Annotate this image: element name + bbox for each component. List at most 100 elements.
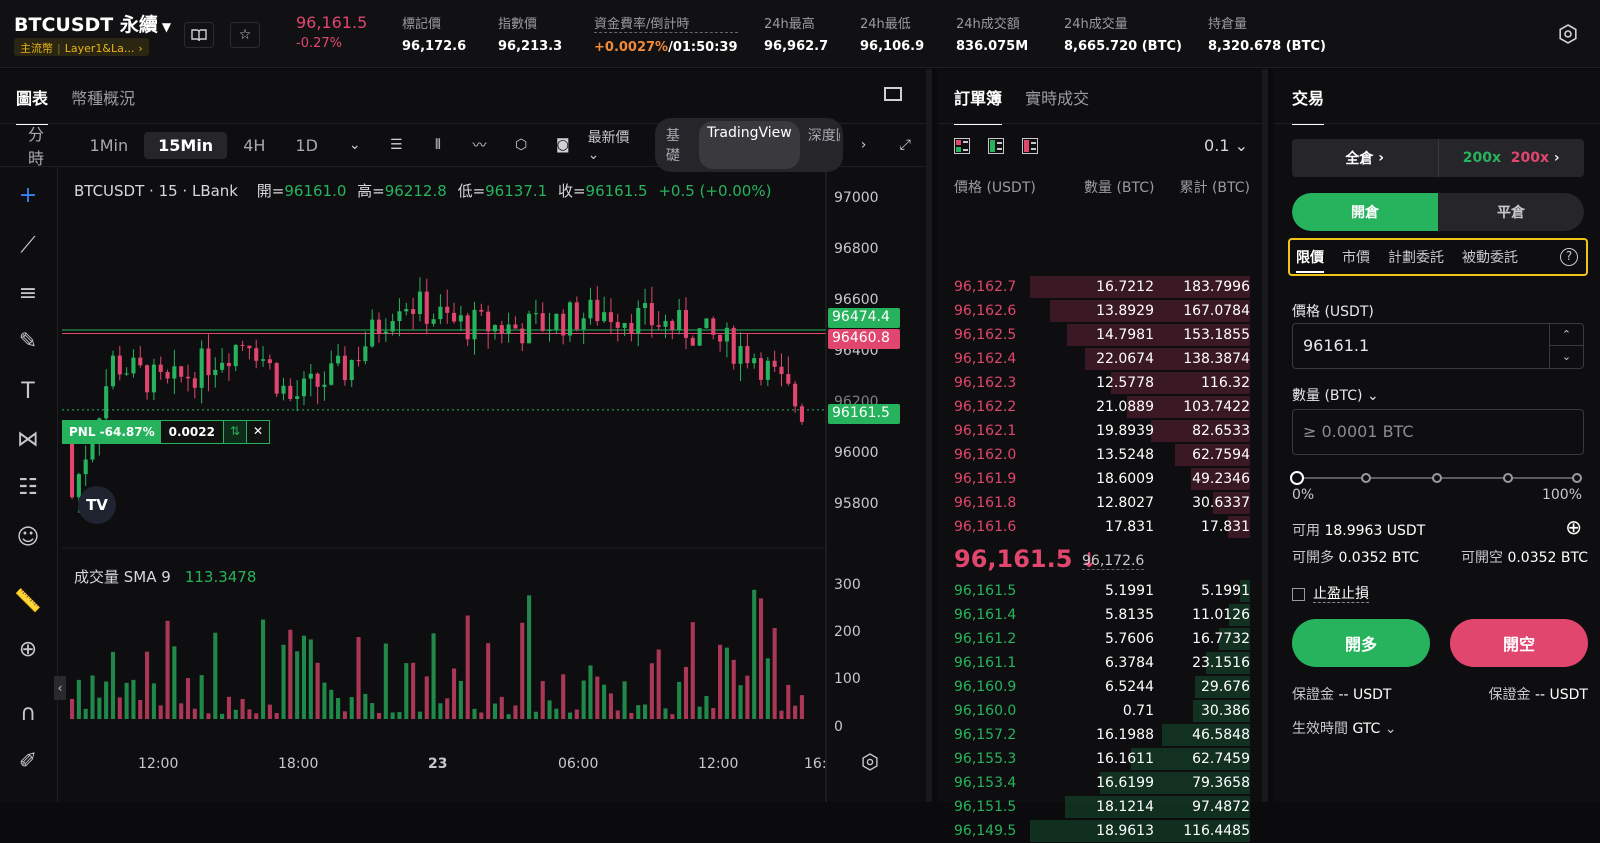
lock-pencil-icon[interactable]: ✐ <box>18 749 38 774</box>
ask-row[interactable]: 96,162.4 22.0674 138.3874 <box>954 347 1250 371</box>
tab-chart[interactable]: 圖表 <box>16 85 49 125</box>
chart-area[interactable]: BTCUSDT · 15 · LBank 開=96161.0 高=96212.8… <box>54 168 906 802</box>
stat-funding[interactable]: 資金費率/倒計時 +0.0027%/01:50:39 <box>594 13 738 55</box>
fib-icon[interactable]: ☷ <box>18 475 38 500</box>
slider-handle[interactable] <box>1290 471 1304 485</box>
price-input[interactable]: 96161.1 ⌃ ⌄ <box>1292 323 1584 369</box>
chevron-down-icon[interactable]: ⌄ <box>1561 350 1572 363</box>
ask-row[interactable]: 96,162.1 19.8939 82.6533 <box>954 419 1250 443</box>
chevron-down-icon[interactable]: ⌄ <box>348 137 361 153</box>
bid-row[interactable]: 96,161.5 5.1991 5.1991 <box>954 579 1250 603</box>
order-type-limit[interactable]: 限價 <box>1296 247 1324 273</box>
emoji-icon[interactable]: ☺ <box>16 525 40 550</box>
camera-icon[interactable]: ◙ <box>555 137 570 153</box>
ask-row[interactable]: 96,162.0 13.5248 62.7594 <box>954 443 1250 467</box>
asks-only-icon[interactable] <box>1022 138 1038 154</box>
leverage-button[interactable]: 200x 200x › <box>1462 150 1560 166</box>
tf-1d[interactable]: 1D <box>295 135 318 155</box>
pattern-icon[interactable]: ⋈ <box>17 427 39 452</box>
open-long-button[interactable]: 開多 <box>1292 619 1430 667</box>
trend-line-icon[interactable]: ⟋ <box>20 233 36 258</box>
checkbox-icon[interactable] <box>1292 587 1305 601</box>
slider-step[interactable] <box>1503 473 1513 483</box>
qty-input[interactable]: ≥ 0.0001 BTC <box>1292 409 1584 455</box>
zoom-in-icon[interactable]: ⊕ <box>18 637 38 662</box>
bid-row[interactable]: 96,161.2 5.7606 16.7732 <box>954 627 1250 651</box>
ask-row[interactable]: 96,161.6 17.831 17.831 <box>954 515 1250 539</box>
bids-only-icon[interactable] <box>988 138 1004 154</box>
close-position-icon[interactable]: ✕ <box>246 421 270 443</box>
ruler-icon[interactable]: 📏 <box>14 589 42 614</box>
ask-row[interactable]: 96,162.2 21.0889 103.7422 <box>954 395 1250 419</box>
tradingview-logo-icon[interactable]: TV <box>78 486 116 524</box>
time-in-force-select[interactable]: 生效時間 GTC ⌄ <box>1292 721 1397 737</box>
price-stepper[interactable]: ⌃ ⌄ <box>1549 324 1583 368</box>
chart-settings-icon[interactable]: ⬡ <box>515 137 528 153</box>
tpsl-checkbox[interactable]: 止盈止損 <box>1292 583 1369 603</box>
bid-row[interactable]: 96,161.4 5.8135 11.0126 <box>954 603 1250 627</box>
ask-row[interactable]: 96,162.6 13.8929 167.0784 <box>954 299 1250 323</box>
tf-4h[interactable]: 4H <box>243 135 266 155</box>
order-type-post-only[interactable]: 被動委託 <box>1462 250 1518 266</box>
caret-down-icon[interactable]: ▼ <box>161 20 172 34</box>
symbol-name[interactable]: BTCUSDT 永續 <box>14 14 158 36</box>
symbol-selector[interactable]: BTCUSDT 永續 ▼ <box>14 10 171 37</box>
view-depth[interactable]: 深度圖 <box>807 128 840 144</box>
bid-row[interactable]: 96,161.1 6.3784 23.1516 <box>954 651 1250 675</box>
symbol-tags[interactable]: 主流幣 | Layer1&La... › <box>14 38 149 56</box>
tab-orderbook[interactable]: 訂單簿 <box>954 85 1003 125</box>
candle-type-icon[interactable]: ⫴ <box>434 137 441 153</box>
add-funds-icon[interactable]: ⊕ <box>1565 515 1582 539</box>
axis-settings-icon[interactable] <box>860 752 880 772</box>
order-type-market[interactable]: 市價 <box>1342 250 1370 266</box>
ask-row[interactable]: 96,162.5 14.7981 153.1855 <box>954 323 1250 347</box>
brush-icon[interactable]: ✎ <box>18 329 38 354</box>
both-sides-icon[interactable] <box>954 138 970 154</box>
tab-recent-trades[interactable]: 實時成交 <box>1025 89 1090 108</box>
tab-coin-overview[interactable]: 幣種概況 <box>71 89 136 108</box>
ask-row[interactable]: 96,162.3 12.5778 116.32 <box>954 371 1250 395</box>
collapse-toolbar-icon[interactable]: ‹ <box>54 676 66 700</box>
chevron-up-icon[interactable]: ⌃ <box>1550 324 1583 346</box>
ask-row[interactable]: 96,161.9 18.6009 49.2346 <box>954 467 1250 491</box>
indicators-icon[interactable]: 〰 <box>472 138 487 154</box>
ask-row[interactable]: 96,161.8 12.8027 30.6337 <box>954 491 1250 515</box>
book-icon[interactable] <box>184 22 214 48</box>
maximize-icon[interactable] <box>884 87 902 101</box>
bid-row[interactable]: 96,155.3 16.1611 62.7459 <box>954 747 1250 771</box>
view-basic[interactable]: 基礎 <box>665 128 680 164</box>
horizontal-lines-icon[interactable]: ≡ <box>18 281 38 306</box>
slider-step[interactable] <box>1432 473 1442 483</box>
open-short-button[interactable]: 開空 <box>1450 619 1588 667</box>
margin-mode-button[interactable]: 全倉 › <box>1292 139 1439 177</box>
bid-row[interactable]: 96,160.9 6.5244 29.676 <box>954 675 1250 699</box>
expand-icon[interactable]: ⤢ <box>899 137 911 153</box>
qty-slider[interactable] <box>1290 471 1582 485</box>
price-type-select[interactable]: 最新價 ⌄ <box>587 130 630 163</box>
ask-row[interactable]: 96,162.7 16.7212 183.7996 <box>954 275 1250 299</box>
tf-1min[interactable]: 1Min <box>89 135 129 155</box>
reverse-icon[interactable]: ⇅ <box>222 421 246 443</box>
bid-row[interactable]: 96,157.2 16.1988 46.5848 <box>954 723 1250 747</box>
crosshair-icon[interactable]: + <box>18 183 38 208</box>
precision-select[interactable]: 0.1 ⌄ <box>1204 136 1248 155</box>
open-tab[interactable]: 開倉 <box>1292 193 1438 231</box>
tf-15min[interactable]: 15Min <box>144 131 228 159</box>
view-tradingview[interactable]: TradingView <box>699 121 800 169</box>
bid-row[interactable]: 96,153.4 16.6199 79.3658 <box>954 771 1250 795</box>
position-line[interactable]: PNL -64.87% 0.0022 ⇅ ✕ <box>62 420 271 444</box>
indicator-settings-icon[interactable]: ☰ <box>390 137 403 153</box>
magnet-icon[interactable]: ∩ <box>19 701 37 726</box>
bid-row[interactable]: 96,149.5 18.9613 116.4485 <box>954 819 1250 843</box>
bid-row[interactable]: 96,151.5 18.1214 97.4872 <box>954 795 1250 819</box>
chevron-right-icon[interactable]: › <box>860 137 867 153</box>
close-tab[interactable]: 平倉 <box>1438 193 1584 231</box>
tf-line[interactable]: 分時 <box>28 125 45 168</box>
slider-step[interactable] <box>1572 473 1582 483</box>
star-icon[interactable]: ☆ <box>230 22 260 48</box>
qty-label[interactable]: 數量 (BTC) ⌄ <box>1292 388 1379 404</box>
settings-gear-icon[interactable] <box>1558 24 1578 44</box>
text-icon[interactable]: T <box>21 379 35 404</box>
help-icon[interactable]: ? <box>1560 248 1578 266</box>
bid-row[interactable]: 96,160.0 0.71 30.386 <box>954 699 1250 723</box>
